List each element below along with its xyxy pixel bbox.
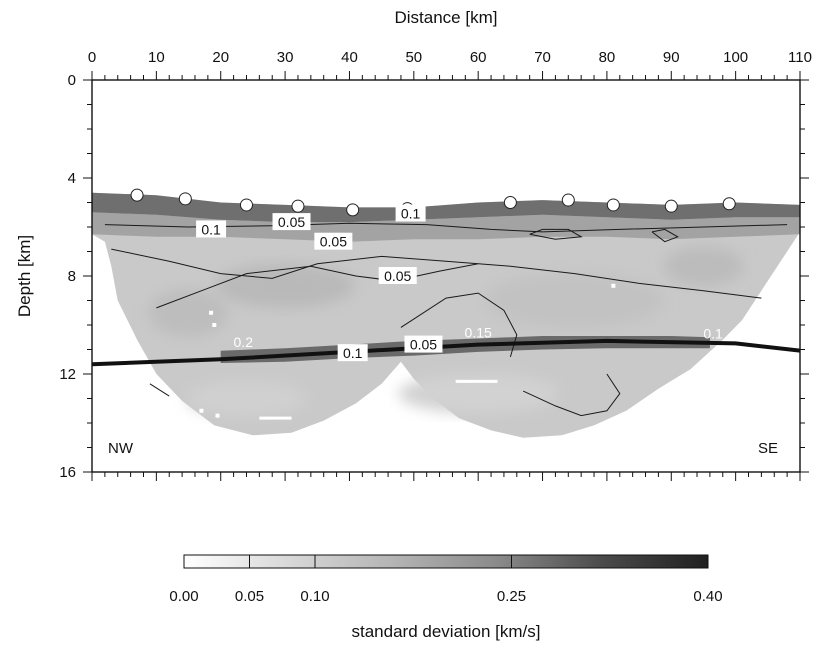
colorbar-ticks: 0.00 0.05 0.10 0.25 0.40 <box>169 555 723 605</box>
x-tick-label: 70 <box>534 49 551 66</box>
y-tick-label: 4 <box>68 170 76 187</box>
x-axis-ticks: 0 10 20 30 40 50 60 70 80 90 100 110 <box>88 49 812 481</box>
contour-label-bg <box>196 220 227 238</box>
contour-line <box>400 292 518 358</box>
surface-marker <box>130 188 144 202</box>
y-axis-title: Depth [km] <box>15 235 34 317</box>
x-tick-label: 110 <box>788 49 812 66</box>
colorbar-gradient <box>183 554 709 569</box>
x-tick-label: 10 <box>148 49 165 66</box>
surface-marker <box>561 193 575 207</box>
colorbar-tick-label: 0.10 <box>300 588 329 605</box>
contour-label: 0.05 <box>410 337 437 353</box>
surface-marker <box>291 199 305 213</box>
colorbar-tick-label: 0.40 <box>693 588 722 605</box>
surface-marker <box>606 198 620 212</box>
contour-label-bg <box>337 344 368 362</box>
x-axis-title: Distance [km] <box>395 8 498 27</box>
contour-label-bg <box>395 204 426 222</box>
surface-marker <box>346 203 360 217</box>
contour-label-bg <box>378 267 417 284</box>
contour-label: 0.1 <box>703 326 723 342</box>
contour-label-bg <box>404 335 443 353</box>
heatmap-patch <box>663 246 744 287</box>
contour-label-bg <box>272 213 311 231</box>
heatmap-patch <box>148 288 229 337</box>
y-tick-label: 0 <box>68 72 76 89</box>
heatmap-patch <box>215 263 356 308</box>
heatmap-gap <box>611 283 616 288</box>
heatmap-gap <box>199 408 204 413</box>
contour-line <box>156 263 479 309</box>
x-tick-label: 90 <box>663 49 680 66</box>
contour-line <box>529 228 583 240</box>
contour-label: 0.1 <box>201 221 221 237</box>
contour-label: 0.05 <box>384 268 411 284</box>
label-nw: NW <box>108 440 134 457</box>
colorbar-label: standard deviation [km/s] <box>352 622 541 641</box>
contour-line <box>651 228 679 243</box>
surface-marker <box>178 192 192 206</box>
surface-marker <box>503 196 517 209</box>
heatmap-region <box>92 192 800 438</box>
heatmap-gap <box>215 413 220 418</box>
contour-labels: 0.1 0.05 0.1 0.05 0.05 0.2 0.1 0.05 0.15 0.1 <box>196 204 723 362</box>
x-tick-label: 20 <box>212 49 229 66</box>
y-axis-ticks: 0 4 8 12 16 <box>59 72 809 481</box>
colorbar-tick-label: 0.25 <box>497 588 526 605</box>
heatmap-patch <box>484 272 665 329</box>
x-tick-label: 80 <box>599 49 616 66</box>
contour-label: 0.1 <box>343 345 363 361</box>
y-tick-label: 16 <box>59 464 76 481</box>
y-tick-label: 12 <box>59 366 76 383</box>
heatmap-surface-band <box>92 212 800 242</box>
x-tick-label: 60 <box>470 49 487 66</box>
contour-label: 0.05 <box>320 234 347 250</box>
contour-label: 0.1 <box>401 206 421 222</box>
contour-label: 0.2 <box>234 334 254 350</box>
contour-label-bg <box>314 232 353 250</box>
x-tick-label: 50 <box>405 49 422 66</box>
y-tick-label: 8 <box>68 268 76 285</box>
surface-marker <box>722 197 736 211</box>
colorbar: 0.00 0.05 0.10 0.25 0.40 standard deviation … <box>169 554 723 641</box>
colorbar-tick-label: 0.05 <box>235 588 264 605</box>
surface-marker <box>664 199 678 213</box>
heatmap-patch <box>398 373 559 414</box>
heatmap-patch <box>186 380 307 417</box>
heatmap-gap <box>209 310 214 315</box>
heatmap-gap <box>212 323 217 327</box>
contour-line <box>149 383 170 397</box>
heatmap-body <box>92 192 800 438</box>
heatmap-surface-skin <box>92 192 800 223</box>
x-tick-label: 30 <box>277 49 294 66</box>
contour-line <box>522 373 621 417</box>
plot-area: 0.1 0.05 0.1 0.05 0.05 0.2 0.1 0.05 0.15 0.1 <box>92 188 800 438</box>
surface-markers <box>130 188 736 217</box>
contour-label: 0.05 <box>278 214 305 230</box>
contour-label: 0.15 <box>465 324 492 340</box>
x-tick-label: 100 <box>723 49 748 66</box>
contour-line <box>111 248 762 299</box>
contour-lines <box>104 222 788 417</box>
x-tick-label: 40 <box>341 49 358 66</box>
contour-line <box>104 222 788 233</box>
surface-marker <box>239 198 253 212</box>
x-tick-label: 0 <box>88 49 96 66</box>
reflector-line <box>92 338 800 367</box>
colorbar-tick-label: 0.00 <box>169 588 198 605</box>
reflector-line-group <box>92 338 800 367</box>
label-se: SE <box>758 440 778 457</box>
